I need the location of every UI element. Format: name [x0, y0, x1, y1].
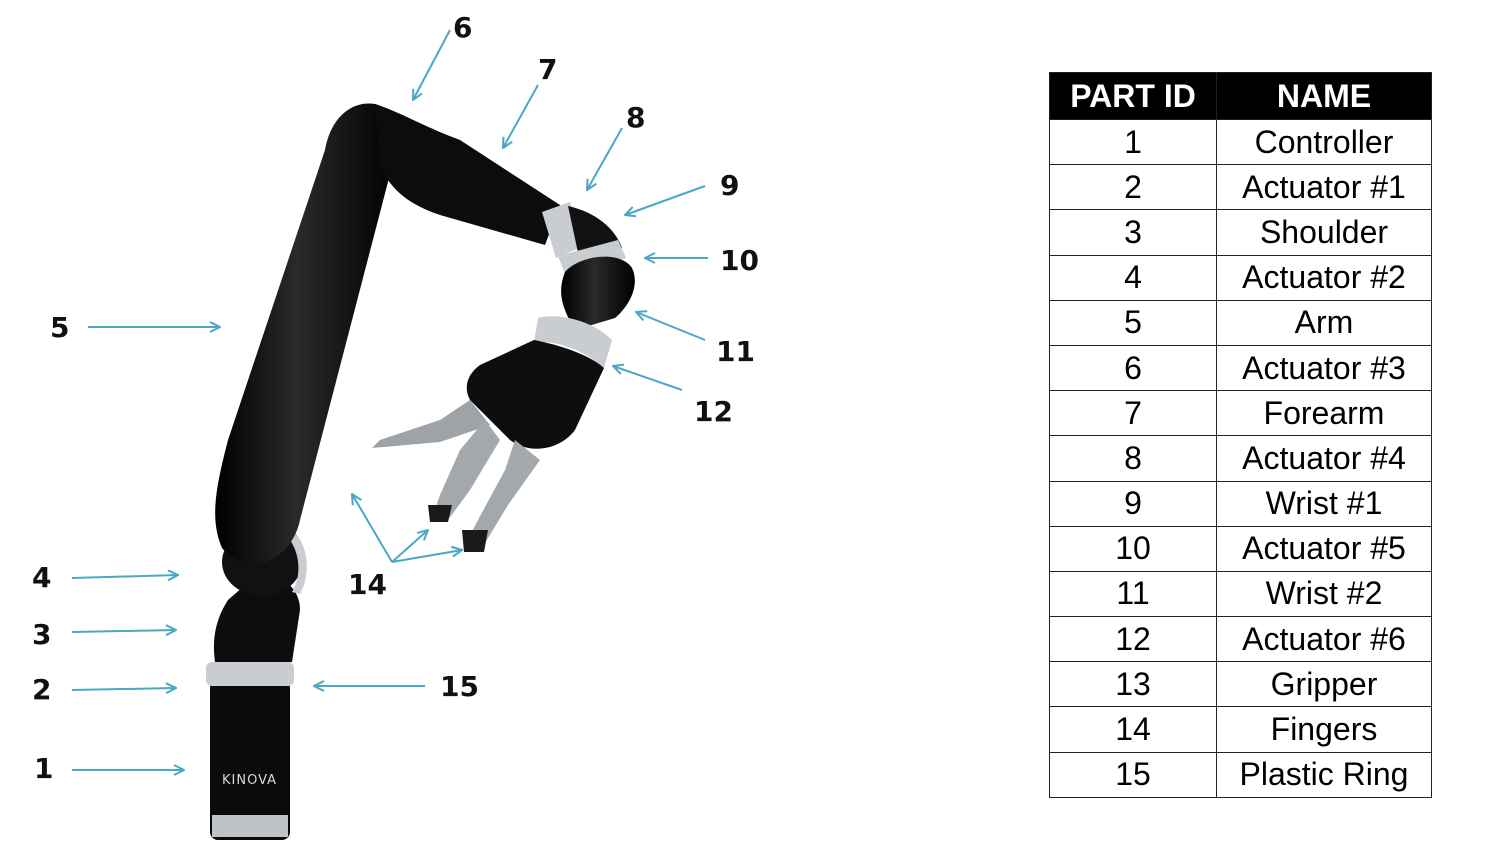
- table-row: 6 Actuator #3: [1049, 344, 1432, 392]
- arrow-14b: [391, 530, 428, 563]
- finger-1: [372, 400, 490, 448]
- finger-3: [465, 440, 540, 548]
- controller-base: [210, 680, 290, 840]
- arrow-9: [625, 185, 706, 215]
- arrow-8: [587, 127, 623, 190]
- arrow-3: [71, 630, 176, 632]
- arrow-14c: [391, 550, 462, 563]
- cell-name: Wrist #1: [1216, 480, 1432, 527]
- cell-name: Gripper: [1216, 661, 1432, 708]
- brand-logo: KINOVA: [222, 773, 277, 788]
- cell-name: Arm: [1216, 299, 1432, 346]
- cell-id: 11: [1049, 570, 1217, 618]
- cell-id: 5: [1049, 299, 1217, 346]
- callout-10: 10: [720, 244, 759, 277]
- cell-name: Wrist #2: [1216, 570, 1432, 618]
- arrow-7: [503, 84, 539, 148]
- table-row: 8 Actuator #4: [1049, 435, 1432, 482]
- cell-id: 1: [1049, 118, 1217, 166]
- arrow-11: [636, 312, 706, 341]
- forearm-link: [375, 104, 560, 245]
- table-row: 1 Controller: [1049, 118, 1432, 166]
- cell-id: 3: [1049, 209, 1217, 256]
- table-row: 9 Wrist #1: [1049, 480, 1432, 527]
- callout-15: 15: [440, 670, 479, 703]
- table-row: 11 Wrist #2: [1049, 570, 1432, 618]
- table-header-row: PART ID NAME: [1049, 72, 1432, 120]
- cell-id: 6: [1049, 344, 1217, 392]
- actuator-2-ring: [282, 526, 307, 594]
- robot-arm: KINOVA: [206, 103, 635, 840]
- robot-arm-illustration: KINOVA 1 2 3 4 5 6 7 8 9 10 11 12 14 15: [32, 11, 759, 840]
- cell-name: Plastic Ring: [1216, 751, 1432, 798]
- callout-1: 1: [34, 752, 53, 785]
- callout-5: 5: [50, 311, 69, 344]
- callout-arrows: [71, 29, 708, 770]
- table-row: 3 Shoulder: [1049, 209, 1432, 256]
- table-row: 5 Arm: [1049, 299, 1432, 346]
- cell-id: 15: [1049, 751, 1217, 798]
- cell-name: Actuator #2: [1216, 254, 1432, 301]
- shoulder: [213, 572, 300, 662]
- arrow-4: [71, 575, 178, 578]
- table-row: 13 Gripper: [1049, 661, 1432, 708]
- cell-id: 8: [1049, 435, 1217, 482]
- cell-id: 10: [1049, 525, 1217, 572]
- cell-id: 2: [1049, 164, 1217, 211]
- finger-2: [432, 420, 500, 520]
- callout-12: 12: [694, 395, 733, 428]
- callout-9: 9: [720, 169, 739, 202]
- table-row: 15 Plastic Ring: [1049, 751, 1432, 798]
- wrist-2: [561, 256, 635, 330]
- table-row: 4 Actuator #2: [1049, 254, 1432, 301]
- cell-id: 4: [1049, 254, 1217, 301]
- callout-8: 8: [626, 101, 645, 134]
- header-name: NAME: [1216, 72, 1432, 120]
- cell-id: 13: [1049, 661, 1217, 708]
- header-part-id: PART ID: [1049, 72, 1217, 120]
- table-row: 7 Forearm: [1049, 390, 1432, 437]
- arrow-2: [71, 688, 176, 690]
- cell-name: Actuator #5: [1216, 525, 1432, 572]
- cell-id: 12: [1049, 616, 1217, 663]
- base-foot: [212, 815, 288, 837]
- arrow-12: [613, 366, 683, 391]
- cell-name: Actuator #3: [1216, 344, 1432, 392]
- cell-name: Actuator #4: [1216, 435, 1432, 482]
- arrow-6: [413, 29, 451, 100]
- cell-name: Shoulder: [1216, 209, 1432, 256]
- callout-6: 6: [453, 11, 472, 44]
- cell-id: 7: [1049, 390, 1217, 437]
- table-row: 14 Fingers: [1049, 706, 1432, 753]
- plastic-ring: [206, 662, 294, 686]
- callout-11: 11: [716, 335, 755, 368]
- gripper: [466, 340, 604, 449]
- callout-3: 3: [32, 618, 51, 651]
- arrow-14a: [352, 494, 393, 563]
- actuator-6-ring: [534, 316, 612, 368]
- callout-7: 7: [538, 53, 557, 86]
- cell-name: Forearm: [1216, 390, 1432, 437]
- table-row: 2 Actuator #1: [1049, 164, 1432, 211]
- table-row: 10 Actuator #5: [1049, 525, 1432, 572]
- callout-labels: 1 2 3 4 5 6 7 8 9 10 11 12 14 15: [32, 11, 759, 785]
- callout-2: 2: [32, 673, 51, 706]
- cell-name: Actuator #1: [1216, 164, 1432, 211]
- cell-name: Controller: [1216, 118, 1432, 166]
- arm-link: [215, 103, 397, 564]
- robot-arm-diagram: KINOVA 1 2 3 4 5 6 7 8 9 10 11 12 14 15: [32, 11, 759, 840]
- cell-name: Fingers: [1216, 706, 1432, 753]
- finger-2-tip: [428, 505, 452, 522]
- callout-4: 4: [32, 561, 51, 594]
- callout-14: 14: [348, 568, 387, 601]
- cell-id: 9: [1049, 480, 1217, 527]
- cell-name: Actuator #6: [1216, 616, 1432, 663]
- table-row: 12 Actuator #6: [1049, 616, 1432, 663]
- finger-3-tip: [462, 530, 488, 552]
- cell-id: 14: [1049, 706, 1217, 753]
